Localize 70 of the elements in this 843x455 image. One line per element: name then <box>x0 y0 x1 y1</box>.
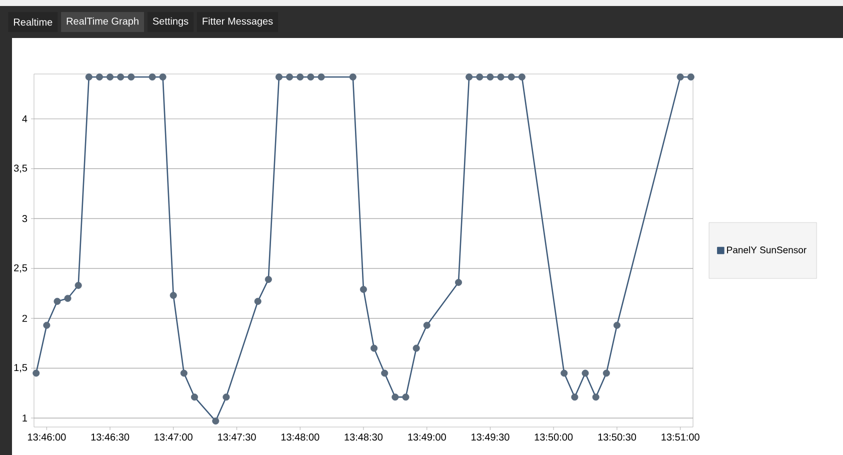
point <box>687 73 694 80</box>
point <box>43 322 50 329</box>
point <box>117 73 124 80</box>
x-tick-label: 13:50:30 <box>598 434 636 441</box>
point <box>74 282 82 289</box>
text: Settings <box>152 17 188 27</box>
legend-label: PanelY SunSensor <box>727 246 806 254</box>
point <box>96 73 103 80</box>
point <box>106 73 114 80</box>
point <box>85 73 92 80</box>
point <box>54 298 61 305</box>
x-tick-label: 13:49:00 <box>408 434 446 441</box>
point <box>128 73 135 80</box>
y-tick-label: 2 <box>22 314 27 322</box>
point <box>212 418 220 425</box>
x-tick-label: 13:48:30 <box>344 434 383 441</box>
point <box>497 73 504 80</box>
point <box>592 394 600 401</box>
point <box>254 298 262 305</box>
point <box>466 73 473 80</box>
text: RealTime Graph <box>66 17 138 27</box>
y-tick-label: 2,5 <box>14 264 28 273</box>
point <box>602 370 610 377</box>
x-tick-label: 13:50:00 <box>534 434 573 441</box>
y-tick-label: 1,5 <box>14 364 28 372</box>
x-tick-label: 13:46:30 <box>91 434 130 441</box>
x-tick-label: 13:48:00 <box>281 434 320 441</box>
point <box>360 286 367 293</box>
x-tick-label: 13:46:00 <box>28 434 66 441</box>
point <box>613 322 620 329</box>
x-tick-label: 13:47:30 <box>218 434 256 441</box>
point <box>412 344 420 352</box>
point <box>676 73 684 80</box>
point <box>191 394 198 401</box>
y-tick-label: 3,5 <box>14 164 28 173</box>
point <box>318 73 325 80</box>
point <box>222 394 230 401</box>
point <box>296 73 304 80</box>
point <box>392 394 399 401</box>
point <box>518 73 526 80</box>
y-tick-label: 1 <box>22 414 27 422</box>
text: Realtime <box>14 18 52 26</box>
point <box>170 292 177 299</box>
point <box>32 370 40 377</box>
point <box>486 73 494 80</box>
point <box>370 344 378 352</box>
point <box>349 73 356 80</box>
point <box>381 370 388 377</box>
point <box>159 73 166 80</box>
point <box>582 370 589 377</box>
point <box>64 294 72 302</box>
x-tick-label: 13:47:00 <box>154 434 192 441</box>
x-tick-label: 13:49:30 <box>472 434 510 441</box>
y-tick-label: 3 <box>22 215 28 222</box>
point <box>307 73 314 80</box>
x-tick-label: 13:51:00 <box>662 434 700 441</box>
text: Fitter Messages <box>202 17 273 27</box>
point <box>455 278 462 286</box>
y-tick-label: 4 <box>22 115 28 122</box>
point <box>402 394 410 401</box>
point <box>508 73 515 80</box>
point <box>423 322 430 329</box>
point <box>275 73 282 80</box>
point <box>264 276 272 283</box>
point <box>180 370 188 377</box>
point <box>571 394 578 401</box>
point <box>286 73 294 80</box>
point <box>148 73 156 80</box>
point <box>560 370 568 377</box>
point <box>476 73 484 80</box>
